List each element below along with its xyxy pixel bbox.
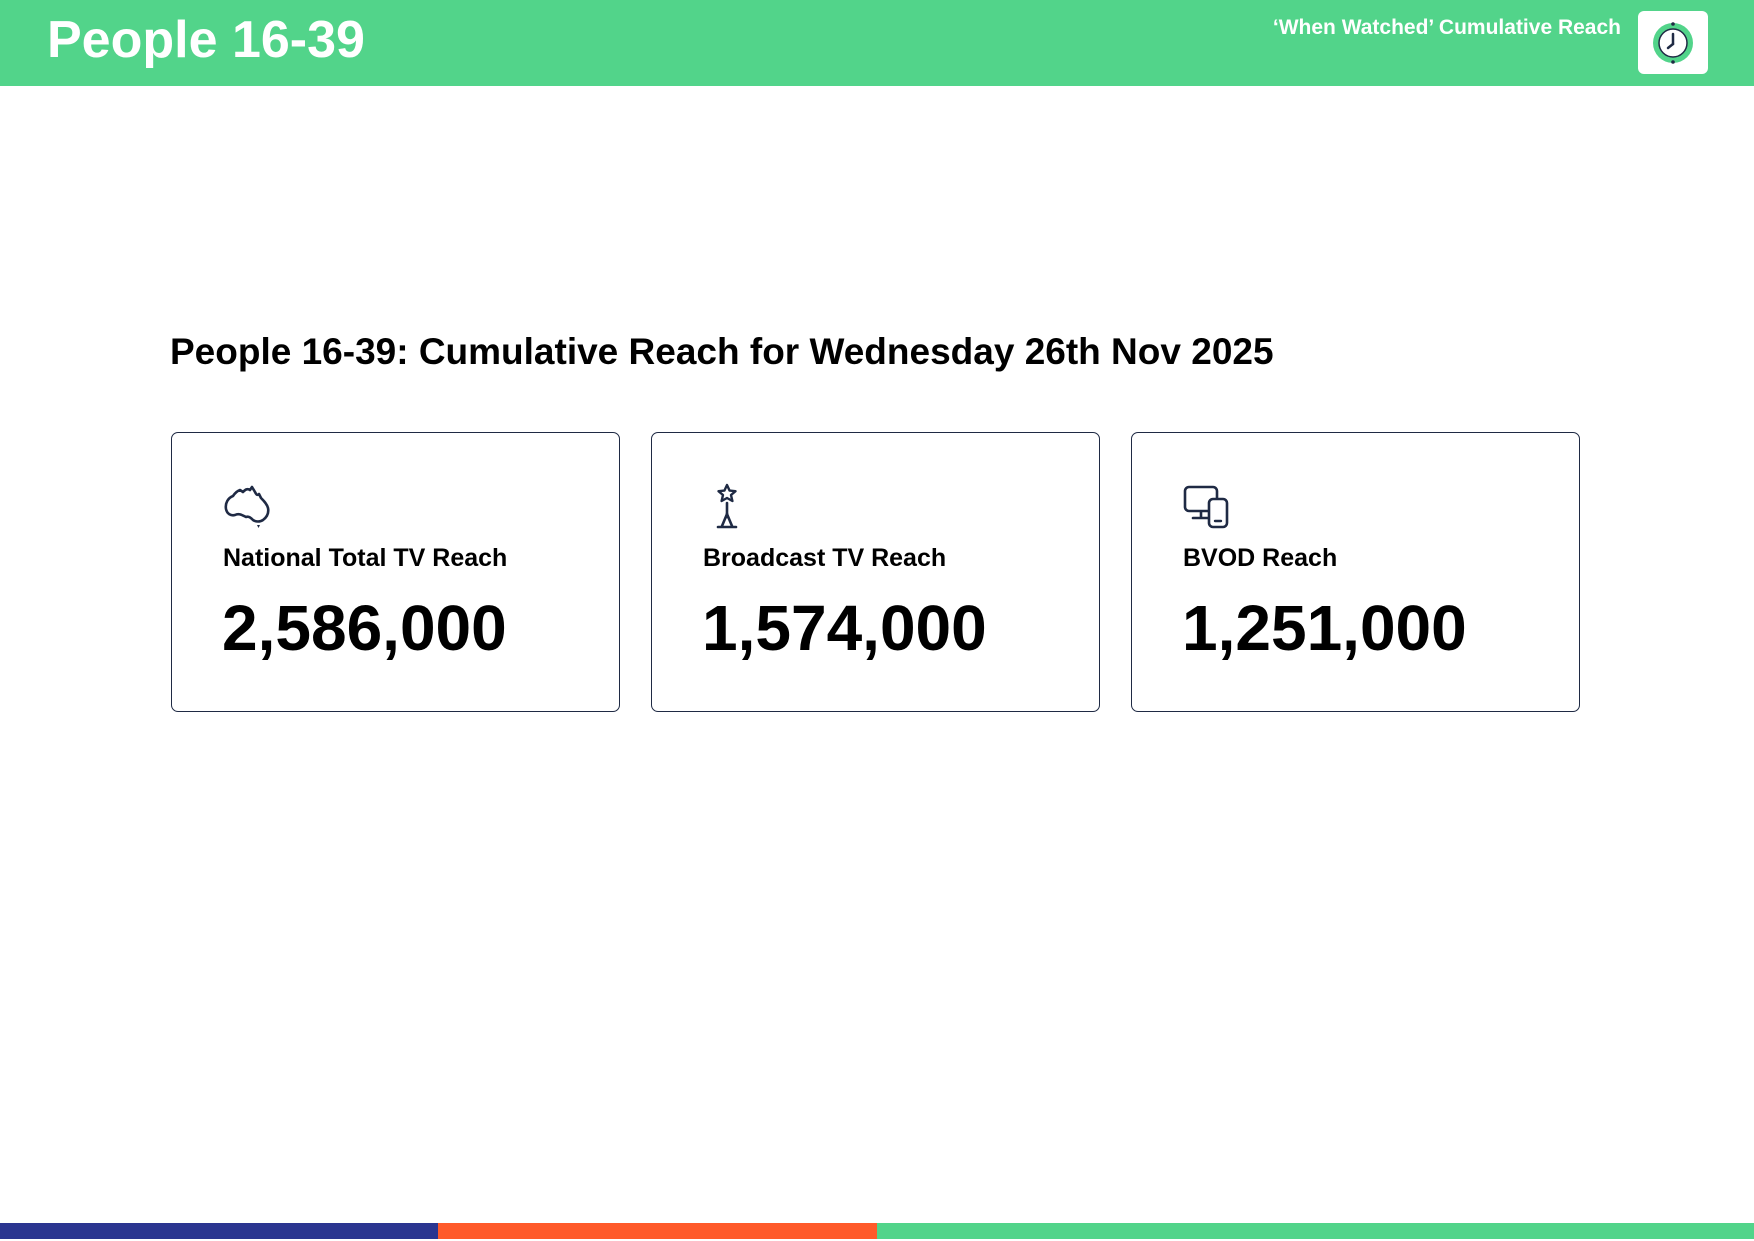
clock-badge [1638, 11, 1708, 74]
report-name: ‘When Watched’ Cumulative Reach [1272, 16, 1621, 39]
national-total-tv-reach-card: National Total TV Reach 2,586,000 [171, 432, 620, 712]
broadcast-tower-icon [702, 483, 752, 529]
footer-stripe-orange [438, 1223, 877, 1239]
header-bar: People 16-39 ‘When Watched’ Cumulative R… [0, 0, 1754, 86]
card-value: 1,251,000 [1182, 592, 1467, 664]
footer-stripes [0, 1223, 1754, 1239]
broadcast-tv-reach-card: Broadcast TV Reach 1,574,000 [651, 432, 1100, 712]
page-title: People 16-39 [47, 11, 365, 69]
card-label: BVOD Reach [1183, 544, 1338, 572]
bvod-reach-card: BVOD Reach 1,251,000 [1131, 432, 1580, 712]
card-value: 1,574,000 [702, 592, 987, 664]
australia-map-icon [222, 483, 272, 529]
footer-stripe-green [877, 1223, 1754, 1239]
section-heading: People 16-39: Cumulative Reach for Wedne… [170, 331, 1274, 372]
devices-icon [1182, 483, 1232, 529]
card-label: Broadcast TV Reach [703, 544, 947, 572]
clock-icon [1653, 21, 1693, 64]
card-value: 2,586,000 [222, 592, 507, 664]
footer-stripe-navy [0, 1223, 438, 1239]
card-label: National Total TV Reach [223, 544, 508, 572]
